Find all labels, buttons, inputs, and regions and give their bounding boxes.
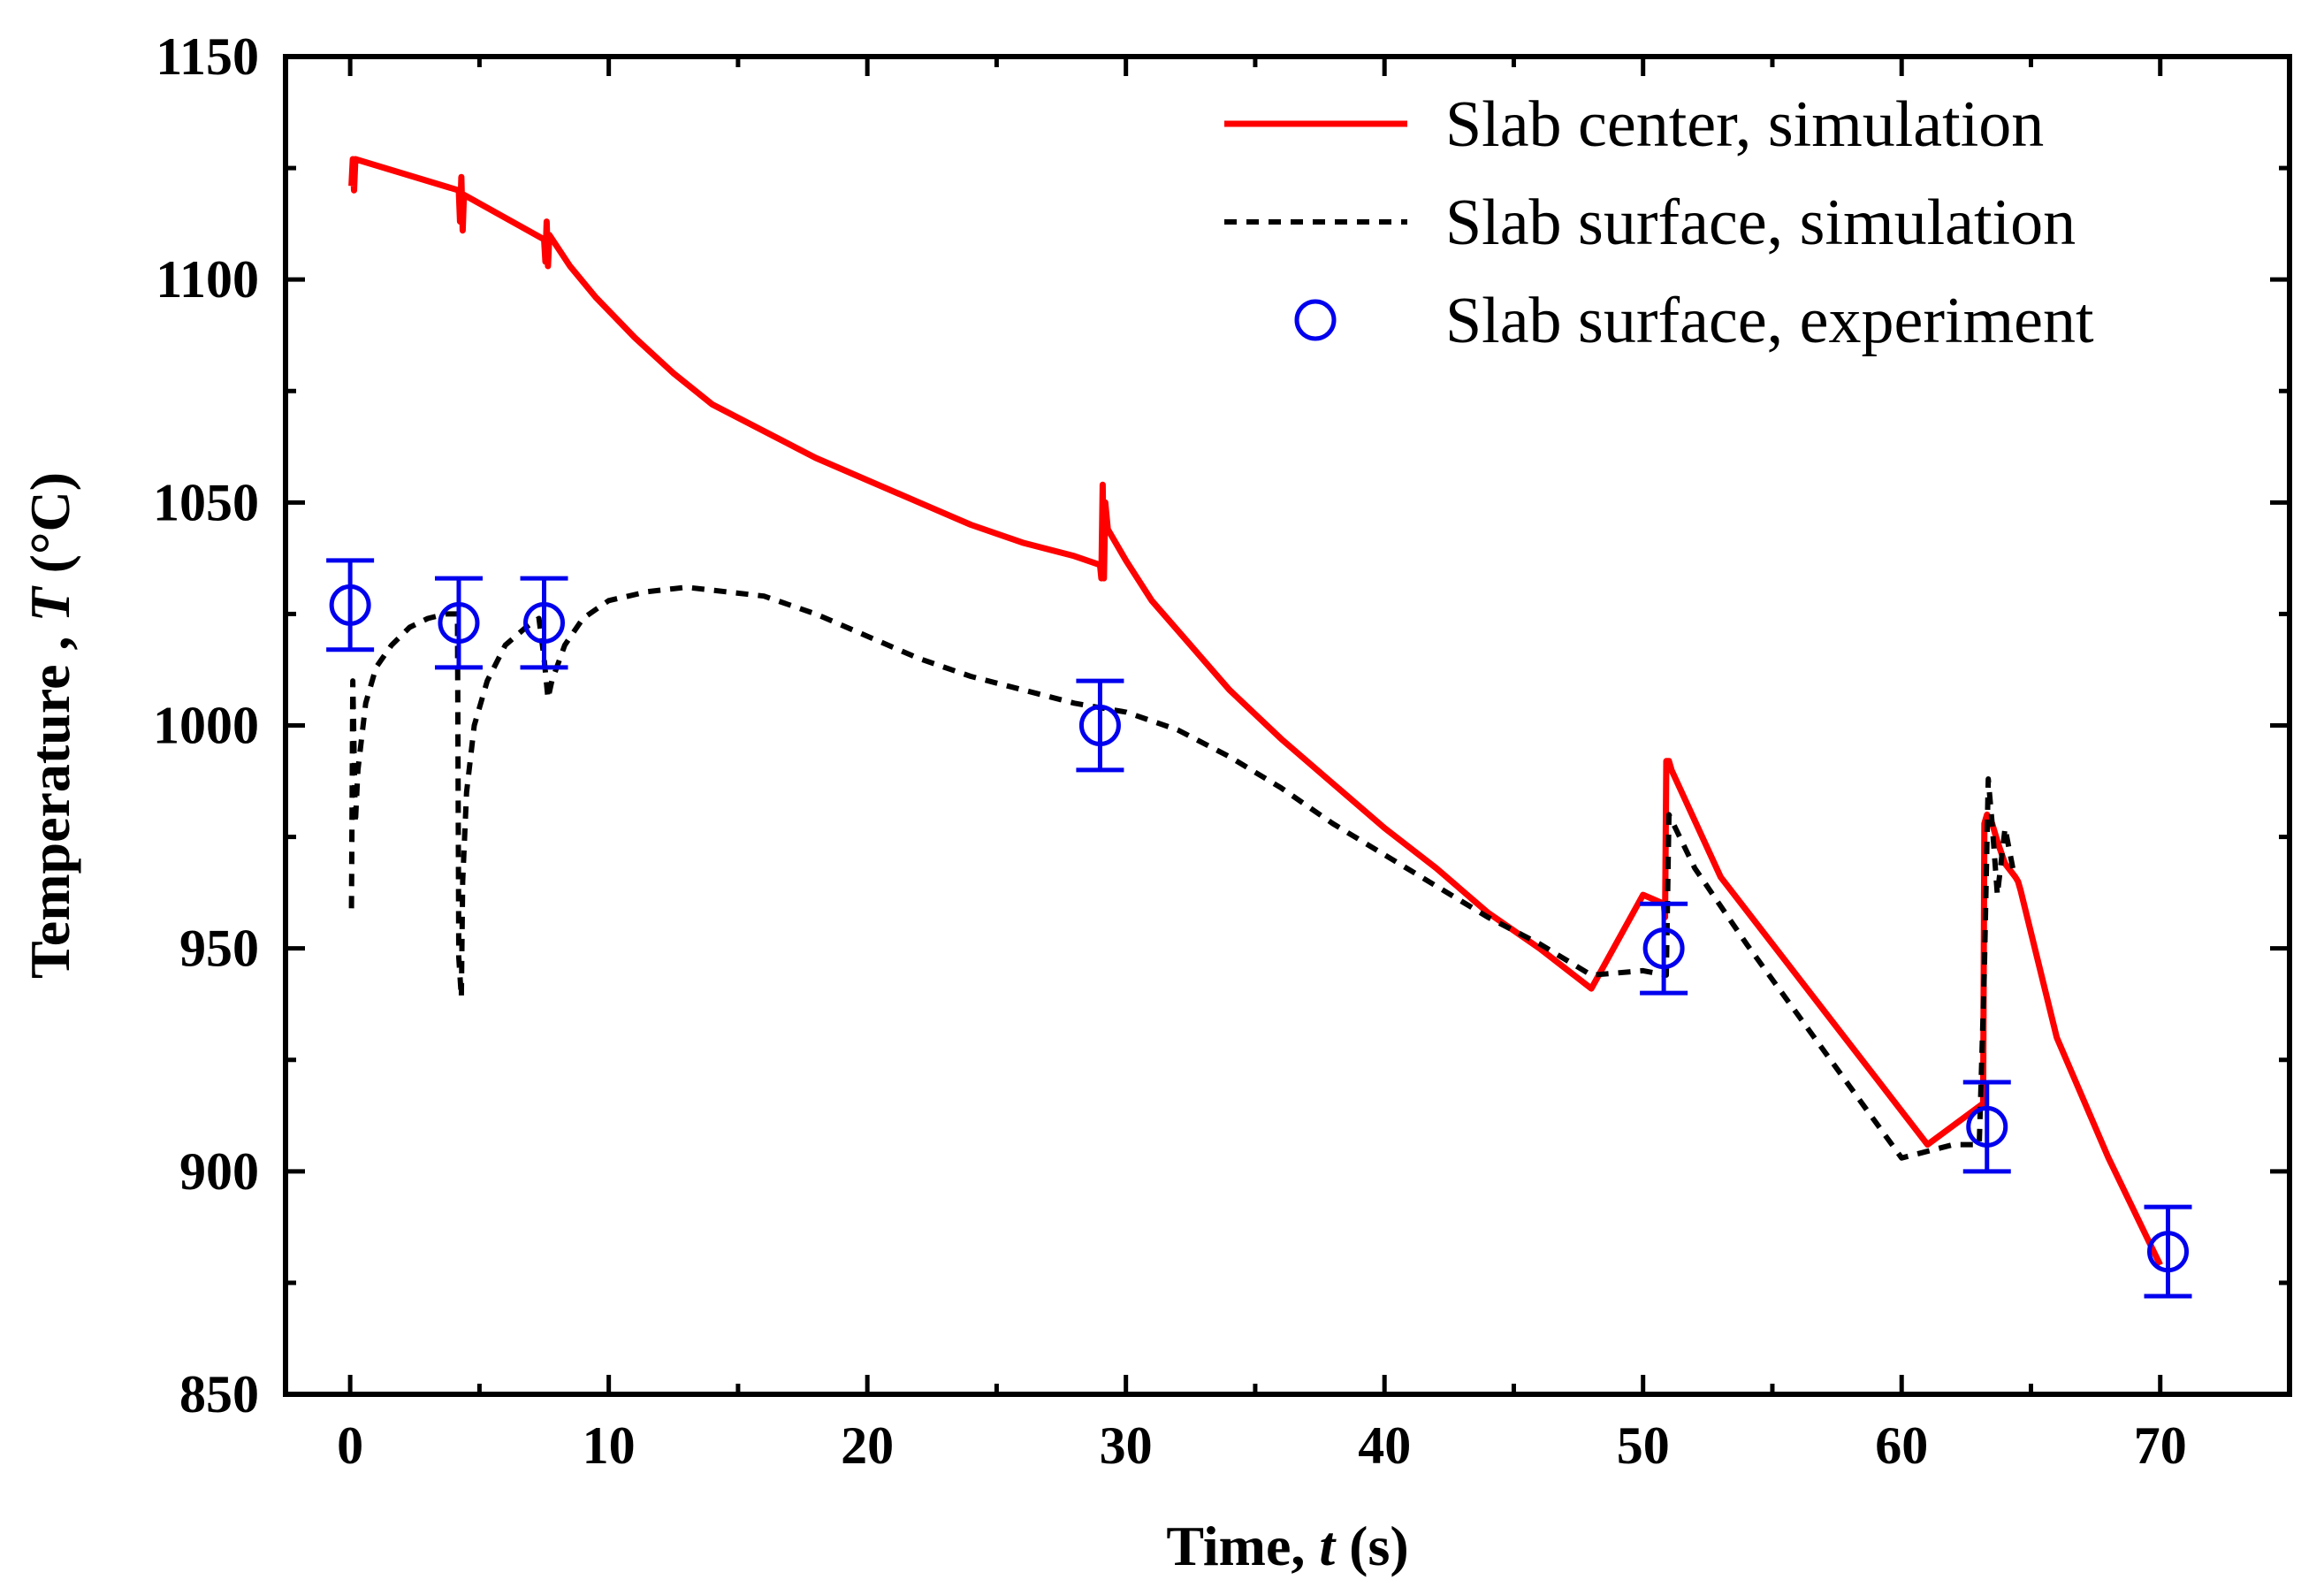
data-point — [1640, 901, 1688, 996]
x-tick-label: 40 — [1358, 1416, 1411, 1475]
series-line-1 — [348, 584, 2015, 1161]
data-point — [434, 576, 483, 670]
data-point — [2144, 1204, 2192, 1299]
y-tick-label: 900 — [179, 1142, 259, 1201]
marker-circle — [523, 602, 566, 645]
y-tick-label: 1100 — [156, 250, 259, 309]
legend-label-surface-exp: Slab surface, experiment — [1445, 285, 2094, 357]
legend-swatch-surface-exp — [1294, 299, 1337, 341]
y-tick-label: 950 — [179, 920, 259, 978]
y-tick-label: 1150 — [156, 27, 259, 86]
x-tick-label: 70 — [2134, 1416, 2187, 1475]
legend-label-surface-sim: Slab surface, simulation — [1445, 187, 2076, 259]
data-point — [1076, 678, 1124, 773]
x-tick-label: 20 — [841, 1416, 894, 1475]
plot-series — [326, 156, 2192, 1299]
y-axis-title-var: T — [19, 585, 81, 622]
y-tick-label: 850 — [179, 1365, 259, 1423]
marker-circle — [1078, 705, 1121, 746]
legend-label-center-sim: Slab center, simulation — [1445, 88, 2044, 161]
x-axis-title: Time, t (s) — [1166, 1515, 1408, 1577]
data-point — [520, 576, 568, 670]
y-axis-title: Temperature , T (°C) — [19, 472, 81, 979]
marker-circle — [329, 584, 371, 626]
x-axis-title-unit: (s) — [1335, 1515, 1409, 1577]
x-tick-label: 50 — [1617, 1416, 1670, 1475]
y-tick-label: 1050 — [153, 473, 259, 531]
data-point — [326, 558, 375, 652]
marker-circle — [1642, 927, 1685, 970]
marker-circle — [438, 602, 480, 645]
marker-circle — [2147, 1231, 2190, 1273]
x-axis-title-prefix: Time, — [1166, 1515, 1319, 1577]
x-tick-label: 60 — [1875, 1416, 1928, 1475]
y-axis-title-prefix: Temperature , — [19, 622, 81, 980]
x-tick-label: 30 — [1100, 1416, 1153, 1475]
tick-labels: 0 10 20 30 40 50 60 70 850 900 950 1000 1050 1100 1150 — [153, 27, 2187, 1475]
x-tick-label: 10 — [583, 1416, 636, 1475]
x-tick-label: 0 — [337, 1416, 363, 1475]
axis-ticks — [286, 54, 2290, 1397]
series-line-0 — [348, 156, 2163, 1267]
data-point — [1962, 1080, 2011, 1174]
plot-frame — [283, 54, 2292, 1397]
marker-circle — [1966, 1105, 2008, 1148]
x-axis-title-var: t — [1319, 1515, 1337, 1577]
legend: Slab center, simulation Slab surface, si… — [1224, 88, 2094, 357]
y-axis-title-unit: (°C) — [19, 472, 81, 587]
y-tick-label: 1000 — [153, 697, 259, 755]
